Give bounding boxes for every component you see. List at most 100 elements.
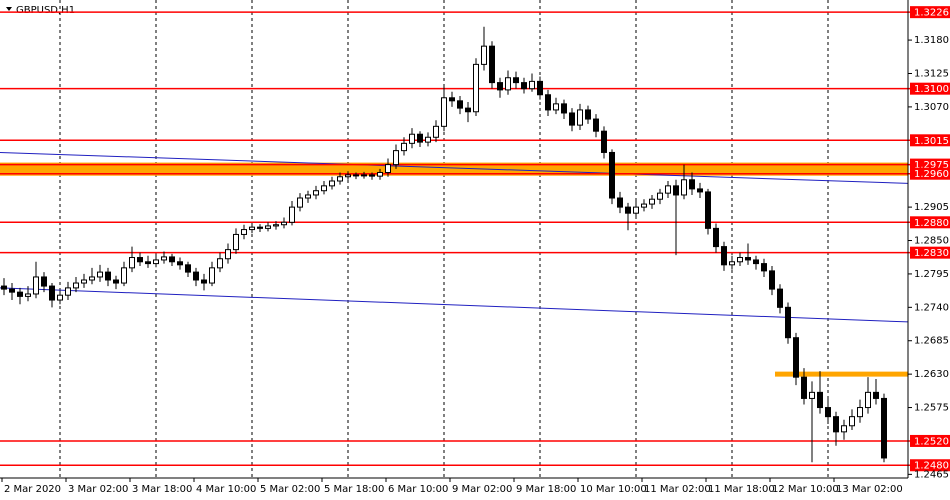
y-tick-label: 1.3070 [914,102,949,113]
candle-body [849,416,855,427]
candle-body [625,206,631,214]
candle-body [601,130,607,153]
candle-body [841,425,847,433]
x-tick-label: 3 Mar 18:00 [132,484,192,495]
candle-body [721,246,727,266]
x-tick-label: 5 Mar 18:00 [324,484,384,495]
candle-body [489,45,495,84]
level-label-bg [910,434,950,447]
candle-body [145,261,151,265]
y-tick-label: 1.2740 [914,302,949,313]
y-tick-label: 1.2795 [914,269,949,280]
candle-body [113,279,119,284]
candle-body [129,257,135,269]
candle-body [417,133,423,143]
candle-body [641,203,647,208]
candle-body [185,264,191,273]
candle-body [857,407,863,418]
candle-body [497,82,503,91]
candle-body [289,206,295,223]
candle-body [337,176,343,182]
level-label: 1.2880 [914,218,949,229]
candle-body [465,107,471,113]
y-tick-label: 1.2630 [914,369,949,380]
candle-body [753,259,759,265]
candle-body [105,271,111,281]
candle-body [513,77,519,84]
y-tick-label: 1.2685 [914,336,949,347]
candle-body [593,118,599,132]
x-tick-label: 9 Mar 02:00 [452,484,512,495]
candle-body [17,291,23,297]
y-tick-label: 1.2905 [914,202,949,213]
candle-body [705,191,711,229]
candle-body [649,198,655,205]
level-label-bg [910,134,950,147]
level-label: 1.3100 [914,84,949,95]
level-label-bg [910,167,950,180]
candle-body [361,174,367,177]
candle-body [761,263,767,272]
candle-body [305,194,311,199]
candle-body [161,256,167,261]
candle-body [617,197,623,208]
candle-body [481,45,487,65]
candle-body [329,180,335,187]
symbol-arrow [6,7,12,11]
x-tick-label: 4 Mar 10:00 [196,484,256,495]
x-tick-label: 13 Mar 02:00 [836,484,903,495]
candle-body [257,226,263,229]
candle-body [121,267,127,284]
candle-body [169,256,175,263]
candle-body [777,288,783,308]
candle-body [881,397,887,459]
candle-body [265,225,271,229]
y-tick-label: 1.3180 [914,35,949,46]
candle-body [745,257,751,261]
candle-body [561,103,567,114]
x-tick-label: 11 Mar 02:00 [644,484,711,495]
candle-body [225,249,231,260]
candle-body [201,279,207,284]
level-label: 1.2830 [914,248,949,259]
trendline [0,151,909,184]
candle-body [633,206,639,214]
candle-body [673,185,679,196]
candle-body [313,190,319,196]
candle-body [697,188,703,193]
candle-body [249,226,255,231]
y-tick-label: 1.2850 [914,236,949,247]
candle-body [25,293,31,297]
level-label: 1.2480 [914,461,949,472]
candle-body [33,276,39,295]
candle-body [81,279,87,284]
candle-body [137,257,143,263]
candle-body [713,227,719,248]
candle-body [505,77,511,91]
level-label-bg [910,6,950,19]
candle-body [209,267,215,284]
candle-body [89,276,95,281]
level-label-bg [910,216,950,229]
candle-body [609,151,615,199]
candle-body [657,192,663,200]
candle-body [217,258,223,269]
candle-body [369,174,375,177]
x-tick-label: 2 Mar 2020 [4,484,61,495]
candle-body [321,185,327,192]
level-label-bg [910,158,950,171]
candle-body [385,164,391,173]
candle-body [377,171,383,177]
candle-body [801,376,807,399]
candle-body [281,221,287,226]
candle-body [65,287,71,296]
level-label: 1.3015 [914,136,949,147]
candle-body [817,391,823,409]
candle-body [273,224,279,227]
candle-body [521,82,527,90]
candle-body [665,185,671,194]
candle-body [569,112,575,126]
x-tick-label: 5 Mar 02:00 [260,484,320,495]
level-label: 1.3226 [914,8,949,19]
